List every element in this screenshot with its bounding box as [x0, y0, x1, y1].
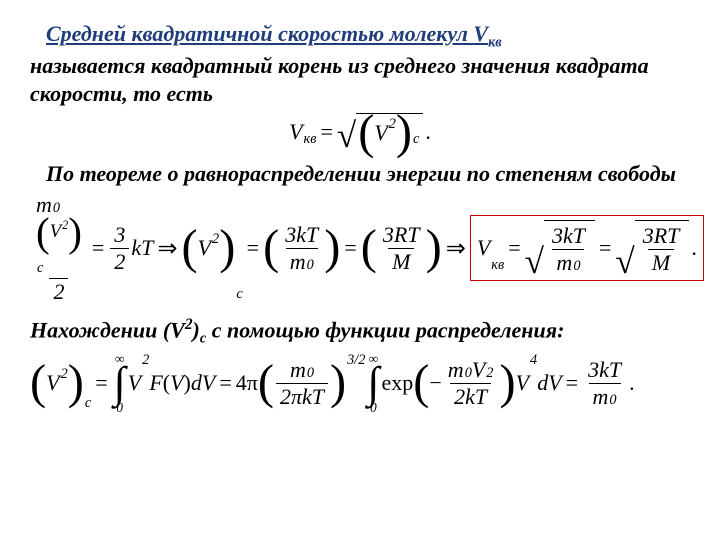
integral-icon: ∞ ∫ 0: [114, 352, 126, 414]
arrow-icon: ⇒: [446, 234, 466, 263]
arrow-icon: ⇒: [157, 234, 177, 263]
title-symbol: Vкв: [473, 21, 501, 46]
integral-icon: ∞ ∫ 0: [367, 352, 379, 414]
title-underlined: Средней квадратичной скоростью молекул: [46, 21, 473, 46]
para-theorem: По теореме о равнораспределении энергии …: [30, 160, 690, 188]
title-rest: называется квадратный корень из среднего…: [30, 53, 649, 106]
formula-vkv-def: Vкв = √ V2c .: [30, 113, 690, 150]
formula-chain: m0V2c 2 = 3 2 kT ⇒ V2c = 3kT m0 = 3RT M …: [30, 192, 690, 305]
para-distribution: Нахождении (V2)c с помощью функции распр…: [30, 315, 690, 349]
boxed-result: Vкв = √ 3kT m0 = √ 3RT M .: [470, 215, 704, 281]
math-vkv: Vкв = √ V2c .: [289, 113, 431, 150]
formula-integral: V2c = ∞ ∫ 0 V2 F(V) dV = 4π m0 2πkT 3/2 …: [30, 352, 690, 414]
sqrt-icon: √ V2c: [337, 113, 424, 150]
para-definition: Средней квадратичной скоростью молекул V…: [30, 20, 690, 107]
